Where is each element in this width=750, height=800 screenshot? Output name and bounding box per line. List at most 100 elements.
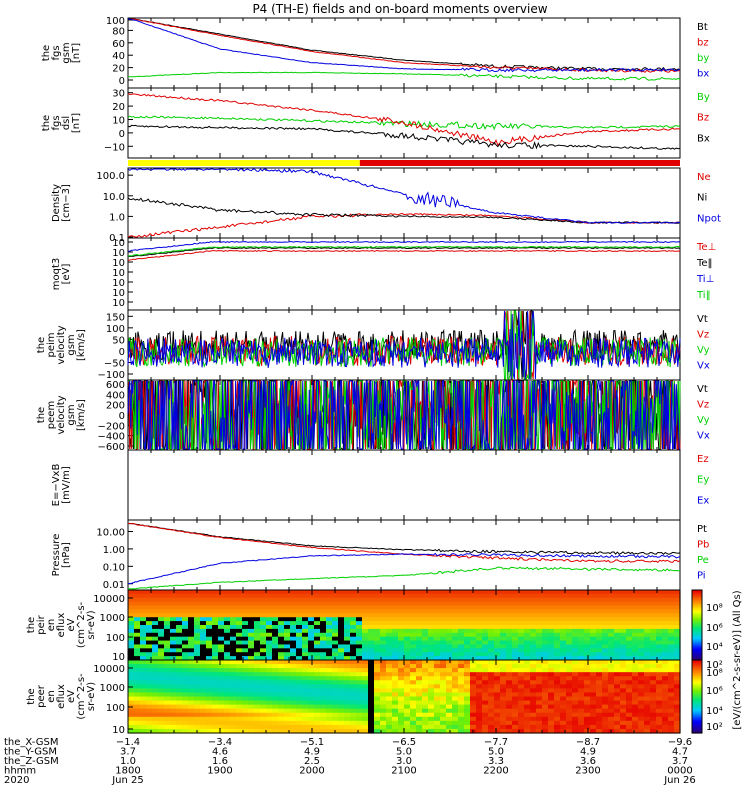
spectrogram-cell	[272, 597, 279, 603]
spectrogram-cell	[308, 613, 315, 618]
spectrogram-cell	[494, 728, 501, 734]
spectrogram-cell	[560, 605, 567, 611]
spectrogram-cell	[596, 676, 603, 681]
spectrogram-cell	[224, 680, 231, 685]
spectrogram-cell	[266, 613, 273, 618]
spectrogram-cell	[440, 636, 447, 642]
spectrogram-cell	[656, 609, 663, 614]
spectrogram-cell	[200, 648, 207, 653]
legend-Ni: Ni	[697, 193, 707, 204]
spectrogram-cell	[248, 704, 255, 710]
spectrogram-cell	[572, 590, 579, 595]
spectrogram-cell	[524, 708, 531, 714]
spectrogram-cell	[338, 597, 345, 603]
spectrogram-cell	[212, 676, 219, 681]
spectrogram-cell	[170, 644, 177, 649]
spectrogram-cell	[326, 605, 333, 611]
spectrogram-cell	[182, 652, 189, 657]
spectrogram-cell	[392, 728, 399, 734]
spectrogram-cell	[476, 704, 483, 710]
spectrogram-cell	[542, 605, 549, 611]
spectrogram-cell	[536, 613, 543, 618]
spectrogram-cell	[470, 617, 477, 622]
spectrogram-cell	[344, 652, 351, 657]
spectrogram-cell	[596, 636, 603, 642]
spectrogram-cell	[434, 652, 441, 657]
spectrogram-cell	[146, 656, 153, 661]
spectrogram-cell	[542, 613, 549, 618]
spectrogram-cell	[464, 676, 471, 681]
spectrogram-cell	[452, 684, 459, 689]
spectrogram-cell	[464, 625, 471, 630]
spectrogram-cell	[578, 724, 585, 730]
spectrogram-cell	[362, 593, 369, 599]
spectrogram-cell	[626, 590, 633, 595]
spectrogram-cell	[278, 628, 285, 634]
spectrogram-cell	[638, 617, 645, 622]
x-tick-label: 3.3	[488, 756, 504, 767]
spectrogram-cell	[386, 664, 393, 669]
spectrogram-cell	[302, 632, 309, 638]
legend-Ne: Ne	[697, 172, 711, 183]
spectrogram-cell	[254, 692, 261, 698]
spectrogram-cell	[200, 700, 207, 706]
spectrogram-cell	[236, 672, 243, 677]
spectrogram-cell	[578, 696, 585, 702]
spectrogram-cell	[452, 593, 459, 599]
spectrogram-cell	[614, 708, 621, 714]
spectrogram-cell	[266, 644, 273, 649]
spectrogram-cell	[236, 688, 243, 694]
spectrogram-cell	[152, 617, 159, 622]
spectrogram-cell	[374, 668, 381, 673]
spectrogram-cell	[314, 708, 321, 714]
spectrogram-cell	[320, 597, 327, 603]
spectrogram-cell	[566, 590, 573, 595]
spectrogram-cell	[128, 648, 135, 653]
spectrogram-cell	[296, 593, 303, 599]
spectrogram-cell	[476, 636, 483, 642]
spectrogram-cell	[140, 640, 147, 646]
spectrogram-cell	[608, 664, 615, 669]
spectrogram-cell	[554, 613, 561, 618]
spectrogram-cell	[482, 684, 489, 689]
spectrogram-cell	[302, 613, 309, 618]
spectrogram-cell	[338, 704, 345, 710]
spectrogram-cell	[272, 704, 279, 710]
spectrogram-cell	[668, 648, 675, 653]
spectrogram-cell	[356, 688, 363, 694]
spectrogram-cell	[266, 684, 273, 689]
spectrogram-cell	[290, 728, 297, 734]
spectrogram-cell	[446, 720, 453, 726]
spectrogram-cell	[416, 684, 423, 689]
spectrogram-cell	[194, 724, 201, 730]
spectrogram-cell	[500, 644, 507, 649]
spectrogram-cell	[470, 605, 477, 611]
spectrogram-cell	[446, 605, 453, 611]
spectrogram-cell	[374, 676, 381, 681]
spectrogram-cell	[134, 609, 141, 614]
spectrogram-cell	[662, 700, 669, 706]
spectrogram-cell	[656, 613, 663, 618]
spectrogram-cell	[218, 704, 225, 710]
spectrogram-cell	[332, 605, 339, 611]
spectrogram-cell	[416, 656, 423, 661]
spectrogram-cell	[188, 652, 195, 657]
spectrogram-cell	[440, 648, 447, 653]
spectrogram-cell	[224, 632, 231, 638]
spectrogram-cell	[182, 597, 189, 603]
spectrogram-cell	[134, 704, 141, 710]
spectrogram-cell	[224, 700, 231, 706]
spectrogram-cell	[332, 625, 339, 630]
spectrogram-cell	[314, 597, 321, 603]
spectrogram-cell	[272, 728, 279, 734]
spectrogram-cell	[608, 632, 615, 638]
spectrogram-cell	[608, 680, 615, 685]
spectrogram-cell	[518, 692, 525, 698]
spectrogram-cell	[374, 656, 381, 661]
spectrogram-cell	[296, 632, 303, 638]
spectrogram-cell	[662, 728, 669, 734]
spectrogram-cell	[446, 724, 453, 730]
y-tick-label: −50	[104, 358, 125, 369]
spectrogram-cell	[428, 601, 435, 607]
spectrogram-cell	[200, 664, 207, 669]
